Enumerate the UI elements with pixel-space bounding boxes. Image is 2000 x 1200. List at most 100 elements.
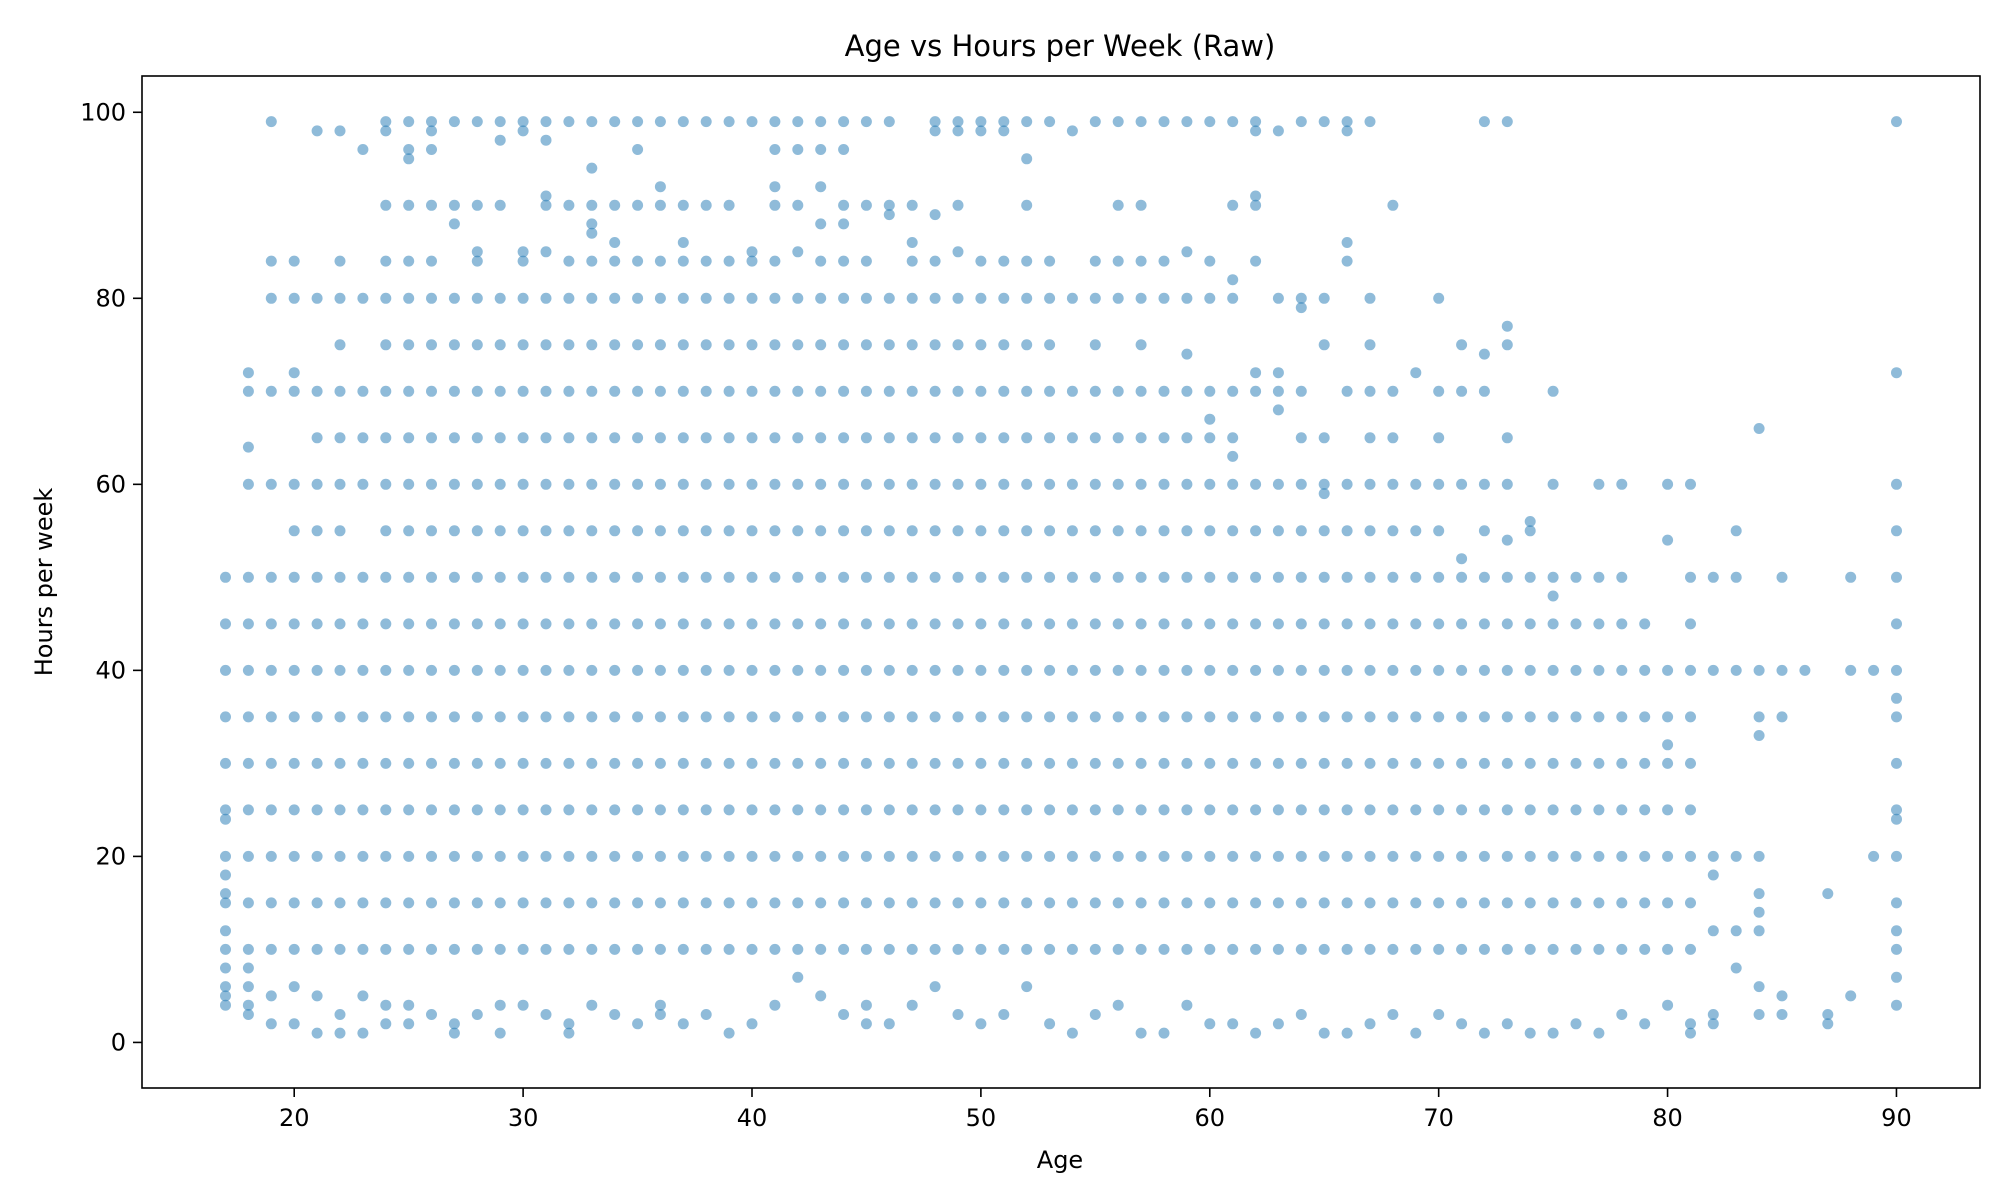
data-point — [1433, 711, 1445, 723]
data-point — [1753, 664, 1765, 676]
data-point — [1639, 850, 1651, 862]
data-point — [1593, 478, 1605, 490]
data-point — [1845, 990, 1857, 1002]
data-point — [723, 255, 735, 267]
data-point — [1044, 116, 1056, 128]
data-point — [860, 850, 872, 862]
data-point — [883, 525, 895, 537]
data-point — [1318, 943, 1330, 955]
data-point — [242, 367, 254, 379]
data-point — [1685, 804, 1696, 816]
data-point — [609, 664, 621, 676]
data-point — [975, 478, 987, 490]
data-point — [1891, 571, 1902, 583]
data-point — [1433, 525, 1445, 537]
data-point — [792, 971, 804, 983]
data-point — [1272, 711, 1284, 723]
data-point — [677, 618, 689, 630]
data-point — [1478, 1027, 1490, 1039]
data-point — [1135, 292, 1147, 304]
data-point — [1593, 897, 1605, 909]
data-point — [403, 571, 415, 583]
data-point — [860, 757, 872, 769]
data-point — [952, 943, 964, 955]
data-point — [1730, 571, 1742, 583]
data-point — [1524, 618, 1536, 630]
data-point — [609, 432, 621, 444]
data-point — [654, 943, 666, 955]
data-point — [586, 711, 598, 723]
data-point — [1891, 925, 1902, 937]
data-point — [632, 804, 644, 816]
data-point — [563, 199, 575, 211]
data-point — [1021, 571, 1033, 583]
data-point — [998, 664, 1010, 676]
data-point — [1250, 1027, 1262, 1039]
data-point — [700, 292, 712, 304]
data-point — [700, 116, 712, 128]
data-point — [1685, 757, 1696, 769]
data-point — [563, 618, 575, 630]
data-point — [426, 432, 437, 444]
data-point — [677, 478, 689, 490]
data-point — [952, 385, 964, 397]
data-point — [426, 292, 437, 304]
data-point — [517, 116, 529, 128]
data-point — [471, 339, 483, 351]
data-point — [998, 255, 1010, 267]
data-point — [448, 943, 460, 955]
data-point — [998, 571, 1010, 583]
data-point — [1639, 618, 1651, 630]
data-point — [1524, 804, 1536, 816]
data-point — [769, 181, 781, 193]
data-point — [929, 116, 941, 128]
data-point — [1891, 478, 1902, 490]
data-point — [540, 1009, 552, 1020]
data-point — [1891, 711, 1902, 723]
data-point — [448, 199, 460, 211]
data-point — [1456, 385, 1468, 397]
x-axis: 20 30 40 50 60 70 80 90 — [279, 1088, 1912, 1132]
data-point — [632, 525, 644, 537]
data-point — [815, 432, 827, 444]
data-point — [494, 199, 506, 211]
data-point — [1272, 525, 1284, 537]
data-point — [906, 664, 918, 676]
data-point — [1181, 348, 1193, 360]
data-point — [1364, 711, 1376, 723]
data-point — [586, 571, 598, 583]
data-point — [769, 339, 781, 351]
data-point — [494, 432, 506, 444]
data-point — [1112, 255, 1124, 267]
plot-frame — [141, 75, 1981, 1089]
data-point — [288, 850, 300, 862]
data-point — [792, 385, 804, 397]
data-point — [769, 144, 781, 155]
data-point — [1662, 534, 1674, 546]
data-point — [288, 981, 300, 993]
data-point — [1318, 1027, 1330, 1039]
data-point — [1044, 571, 1056, 583]
data-point — [1272, 125, 1284, 137]
data-point — [746, 116, 758, 128]
data-point — [1066, 125, 1078, 137]
data-point — [380, 292, 392, 304]
data-point — [265, 757, 277, 769]
data-point — [563, 943, 575, 955]
data-point — [792, 144, 804, 155]
data-point — [1181, 850, 1193, 862]
data-point — [632, 711, 644, 723]
data-point — [792, 664, 804, 676]
data-point — [769, 757, 781, 769]
data-point — [723, 478, 735, 490]
data-point — [1044, 1018, 1056, 1030]
data-point — [609, 757, 621, 769]
data-point — [1387, 385, 1399, 397]
data-point — [700, 255, 712, 267]
data-point — [998, 943, 1010, 955]
data-point — [288, 478, 300, 490]
data-point — [1662, 664, 1674, 676]
data-point — [700, 897, 712, 909]
data-point — [586, 757, 598, 769]
data-point — [654, 255, 666, 267]
